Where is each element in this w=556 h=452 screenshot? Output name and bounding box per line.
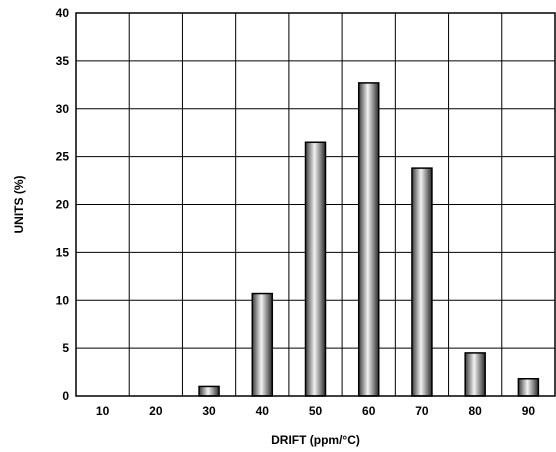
bar-40 — [251, 292, 274, 397]
y-tick-label: 0 — [62, 389, 69, 403]
bar-60 — [357, 82, 380, 397]
x-tick-label: 10 — [96, 404, 110, 418]
x-axis-title: DRIFT (ppm/°C) — [271, 433, 360, 447]
y-tick-label: 20 — [56, 198, 70, 212]
bar-30 — [198, 385, 220, 397]
bar-70 — [411, 167, 433, 397]
x-tick-label: 40 — [256, 404, 270, 418]
x-tick-label: 50 — [309, 404, 323, 418]
bar-80 — [464, 352, 486, 397]
y-tick-label: 10 — [56, 293, 70, 307]
x-tick-label: 60 — [362, 404, 376, 418]
y-axis-title: UNITS (%) — [12, 176, 26, 234]
x-tick-label: 70 — [415, 404, 429, 418]
x-tick-label: 90 — [522, 404, 536, 418]
y-tick-label: 40 — [56, 6, 70, 20]
x-tick-label: 30 — [202, 404, 216, 418]
x-tick-label: 20 — [149, 404, 163, 418]
y-tick-label: 30 — [56, 102, 70, 116]
bars-group — [198, 82, 540, 397]
bar-90 — [517, 378, 540, 397]
y-tick-labels: 0 5 10 15 20 25 30 35 40 — [56, 6, 70, 403]
x-tick-label: 80 — [468, 404, 482, 418]
x-tick-labels: 10 20 30 40 50 60 70 80 90 — [96, 404, 535, 418]
y-tick-label: 15 — [56, 245, 70, 259]
y-tick-label: 25 — [56, 150, 70, 164]
bar-50 — [304, 141, 327, 397]
plot-frame — [75, 12, 556, 397]
y-tick-label: 35 — [56, 54, 70, 68]
y-tick-label: 5 — [62, 341, 69, 355]
